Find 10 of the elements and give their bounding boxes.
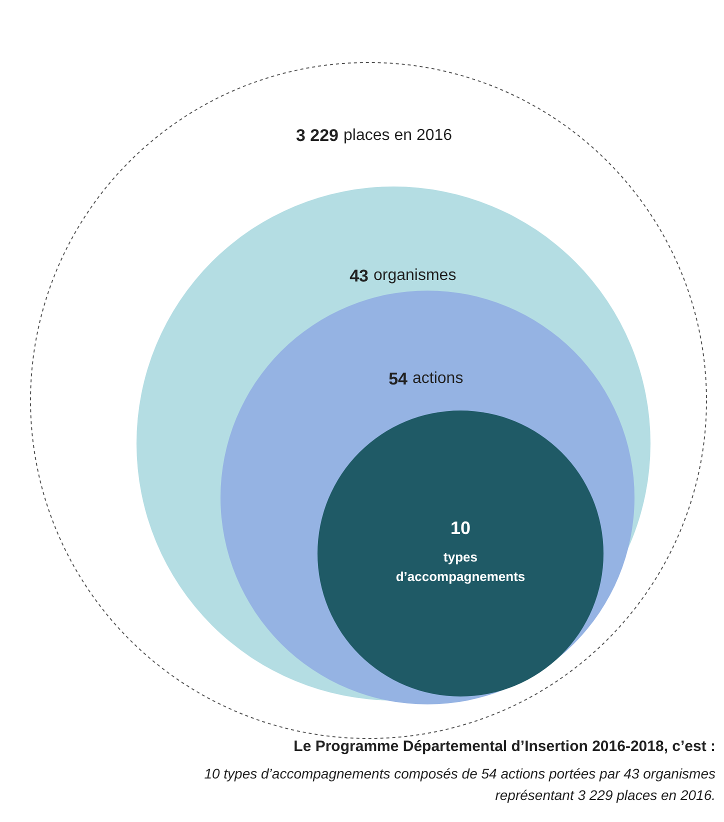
category-label: organismes bbox=[374, 267, 456, 284]
category-label: types d’accompagnements bbox=[396, 550, 526, 584]
data-label: 3 229 bbox=[296, 126, 339, 145]
text: Le Programme Départemental d’Insertion 2016-2018, c’est : bbox=[294, 738, 716, 755]
data-label: 43 bbox=[350, 266, 369, 286]
category-label: actions bbox=[412, 370, 464, 387]
text: 10 types d’accompagnements composés de 54 actions portées par 43 organismes représentant 3 229 places en 2016. bbox=[204, 766, 716, 804]
data-label: 54 bbox=[388, 370, 408, 388]
category-label: places en 2016 bbox=[344, 127, 452, 144]
data-label: 10 bbox=[450, 518, 471, 538]
